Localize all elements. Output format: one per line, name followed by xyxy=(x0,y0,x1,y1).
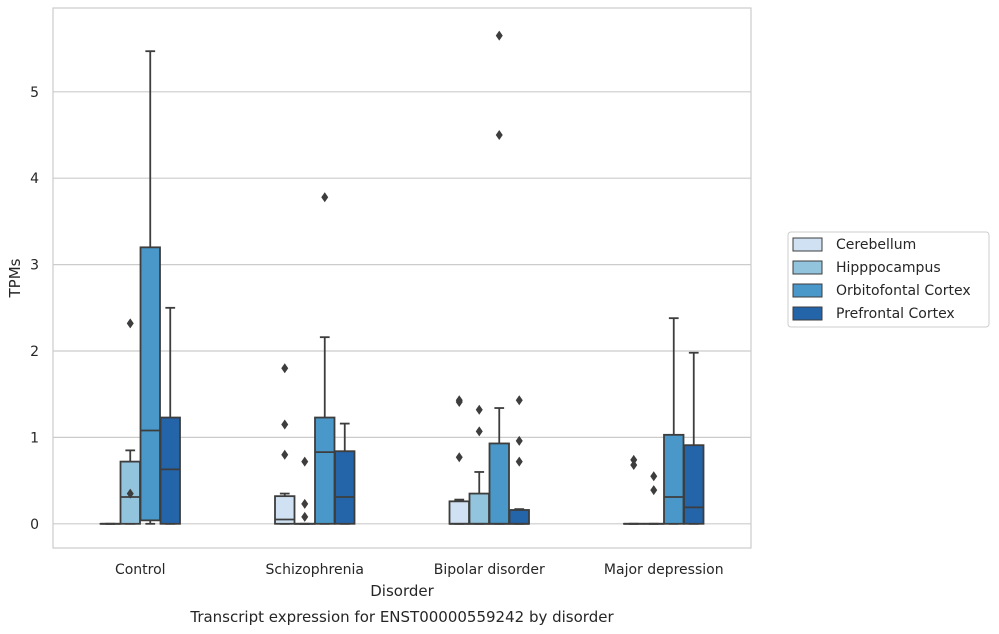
box-orbitofontal-cortex-0 xyxy=(139,50,161,525)
legend-label: Orbitofontal Cortex xyxy=(836,283,971,299)
legend-swatch xyxy=(792,283,823,298)
box-prefrontal-cortex-2 xyxy=(508,395,530,525)
y-ticks: 0 1 2 3 4 5 xyxy=(30,85,39,533)
y-tick-label: 3 xyxy=(30,258,39,274)
outlier-point xyxy=(455,395,463,406)
boxes xyxy=(99,30,705,525)
box-body xyxy=(274,495,296,525)
legend-label: Hipppocampus xyxy=(836,260,941,276)
x-tick-label: Schizophrenia xyxy=(266,562,364,578)
outlier-point xyxy=(126,318,134,329)
outlier-point xyxy=(301,456,309,467)
x-tick-label: Bipolar disorder xyxy=(434,562,545,578)
box-cerebellum-2 xyxy=(448,395,470,525)
y-tick-label: 4 xyxy=(30,171,39,187)
y-axis-label: TPMs xyxy=(6,258,24,298)
outlier-point xyxy=(495,30,503,41)
box-body xyxy=(314,416,336,525)
box-hipppocampus-1 xyxy=(294,456,316,525)
box-body xyxy=(508,509,530,525)
outlier-point xyxy=(301,498,309,509)
legend-swatch xyxy=(792,237,823,252)
outlier-point xyxy=(630,460,638,471)
outlier-point xyxy=(281,419,289,430)
box-orbitofontal-cortex-1 xyxy=(314,192,336,525)
legend-swatch xyxy=(792,260,823,275)
outlier-point xyxy=(321,192,329,203)
outlier-point xyxy=(515,435,523,446)
outlier-point xyxy=(630,454,638,465)
outlier-point xyxy=(281,363,289,374)
legend-frame xyxy=(787,231,990,328)
box-body xyxy=(159,416,181,525)
outlier-point xyxy=(650,485,658,496)
box-body xyxy=(139,246,161,522)
x-axis-label: Disorder xyxy=(370,582,434,600)
box-body xyxy=(334,450,356,525)
outlier-point xyxy=(495,130,503,141)
box-body xyxy=(448,500,470,525)
outlier-point xyxy=(281,449,289,460)
box-orbitofontal-cortex-3 xyxy=(663,317,685,525)
box-orbitofontal-cortex-2 xyxy=(488,30,510,525)
outlier-point xyxy=(475,426,483,437)
box-body xyxy=(488,442,510,525)
box-prefrontal-cortex-1 xyxy=(334,422,356,525)
x-ticks: Control Schizophrenia Bipolar disorder Majo… xyxy=(115,562,724,578)
box-body xyxy=(683,444,705,525)
box-prefrontal-cortex-0 xyxy=(159,306,181,525)
box-cerebellum-1 xyxy=(274,363,296,525)
y-tick-label: 0 xyxy=(30,517,39,533)
legend-swatch xyxy=(792,306,823,321)
legend-label: Cerebellum xyxy=(836,237,916,253)
box-hipppocampus-0 xyxy=(119,318,141,525)
plot-frame xyxy=(52,7,752,549)
box-hipppocampus-2 xyxy=(468,404,490,525)
outlier-point xyxy=(301,511,309,522)
y-tick-label: 1 xyxy=(30,430,39,446)
y-tick-label: 5 xyxy=(30,85,39,101)
x-tick-label: Control xyxy=(115,562,166,578)
outlier-point xyxy=(475,404,483,415)
box-cerebellum-3 xyxy=(623,454,645,525)
chart-caption: Transcript expression for ENST0000055924… xyxy=(189,608,614,626)
outlier-point xyxy=(515,395,523,406)
outlier-point xyxy=(126,488,134,499)
box-prefrontal-cortex-3 xyxy=(683,351,705,525)
y-tick-label: 2 xyxy=(30,344,39,360)
box-hipppocampus-3 xyxy=(643,471,665,525)
outlier-point xyxy=(650,471,658,482)
box-body xyxy=(663,433,685,525)
outlier-point xyxy=(515,456,523,467)
legend: Cerebellum Hipppocampus Orbitofontal Corte… xyxy=(787,231,990,328)
box-body xyxy=(468,492,490,525)
outlier-point xyxy=(455,452,463,463)
x-tick-label: Major depression xyxy=(604,562,724,578)
legend-label: Prefrontal Cortex xyxy=(836,306,955,322)
